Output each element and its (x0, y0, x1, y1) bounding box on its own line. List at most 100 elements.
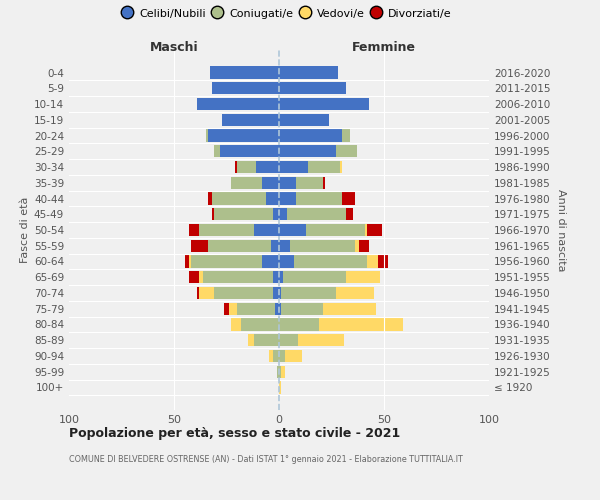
Bar (279, 130, 342, 141)
Bar (279, 366, 281, 378)
Bar (220, 145, 279, 158)
Bar (279, 256, 294, 268)
Bar (224, 302, 229, 315)
Bar (281, 287, 336, 299)
Bar (279, 334, 298, 346)
Bar (342, 130, 350, 141)
Bar (262, 176, 279, 189)
Text: Popolazione per età, sesso e stato civile - 2021: Popolazione per età, sesso e stato civil… (69, 428, 400, 440)
Bar (279, 145, 336, 158)
Bar (235, 161, 237, 173)
Bar (230, 318, 241, 330)
Bar (296, 192, 342, 204)
Bar (359, 240, 369, 252)
Bar (241, 318, 279, 330)
Bar (294, 256, 367, 268)
Bar (365, 224, 367, 236)
Bar (208, 192, 212, 204)
Bar (355, 240, 359, 252)
Y-axis label: Fasce di età: Fasce di età (20, 197, 30, 263)
Bar (191, 240, 208, 252)
Text: Maschi: Maschi (149, 40, 199, 54)
Legend: Celibi/Nubili, Coniugati/e, Vedovi/e, Divorziati/e: Celibi/Nubili, Coniugati/e, Vedovi/e, Di… (122, 6, 454, 21)
Bar (248, 334, 254, 346)
Bar (230, 176, 262, 189)
Bar (277, 366, 279, 378)
Bar (185, 256, 189, 268)
Bar (199, 271, 203, 283)
Bar (203, 271, 272, 283)
Bar (279, 382, 281, 394)
Bar (308, 161, 340, 173)
Bar (279, 302, 281, 315)
Bar (367, 224, 382, 236)
Bar (191, 256, 262, 268)
Bar (254, 224, 279, 236)
Bar (279, 208, 287, 220)
Bar (323, 176, 325, 189)
Bar (346, 208, 353, 220)
Bar (279, 176, 296, 189)
Bar (272, 208, 279, 220)
Bar (286, 350, 302, 362)
Bar (208, 240, 271, 252)
Bar (279, 98, 369, 110)
Bar (279, 350, 286, 362)
Bar (272, 350, 279, 362)
Bar (287, 208, 346, 220)
Bar (256, 161, 279, 173)
Bar (279, 224, 307, 236)
Bar (283, 271, 346, 283)
Bar (342, 192, 355, 204)
Bar (281, 302, 323, 315)
Bar (346, 271, 380, 283)
Bar (279, 240, 290, 252)
Bar (206, 130, 208, 141)
Bar (307, 224, 365, 236)
Bar (197, 98, 279, 110)
Bar (214, 145, 220, 158)
Bar (223, 114, 279, 126)
Bar (279, 271, 283, 283)
Bar (298, 334, 344, 346)
Text: COMUNE DI BELVEDERE OSTRENSE (AN) - Dati ISTAT 1° gennaio 2021 - Elaborazione TU: COMUNE DI BELVEDERE OSTRENSE (AN) - Dati… (69, 455, 463, 464)
Bar (208, 130, 279, 141)
Bar (279, 318, 319, 330)
Bar (210, 66, 279, 78)
Bar (279, 161, 308, 173)
Bar (266, 192, 279, 204)
Bar (254, 334, 279, 346)
Bar (229, 302, 237, 315)
Bar (279, 66, 338, 78)
Bar (237, 302, 275, 315)
Bar (319, 318, 403, 330)
Bar (214, 287, 272, 299)
Bar (189, 224, 199, 236)
Y-axis label: Anni di nascita: Anni di nascita (556, 188, 566, 271)
Bar (214, 208, 272, 220)
Bar (323, 302, 376, 315)
Bar (296, 176, 323, 189)
Bar (336, 287, 373, 299)
Text: Femmine: Femmine (352, 40, 416, 54)
Bar (340, 161, 342, 173)
Bar (189, 256, 191, 268)
Bar (279, 192, 296, 204)
Bar (262, 256, 279, 268)
Bar (189, 271, 199, 283)
Bar (199, 287, 214, 299)
Bar (279, 114, 329, 126)
Bar (290, 240, 355, 252)
Bar (367, 256, 378, 268)
Bar (378, 256, 388, 268)
Bar (272, 287, 279, 299)
Bar (237, 161, 256, 173)
Bar (281, 366, 286, 378)
Bar (269, 350, 272, 362)
Bar (279, 287, 281, 299)
Bar (279, 82, 346, 94)
Bar (336, 145, 356, 158)
Bar (197, 287, 199, 299)
Bar (275, 302, 279, 315)
Bar (272, 271, 279, 283)
